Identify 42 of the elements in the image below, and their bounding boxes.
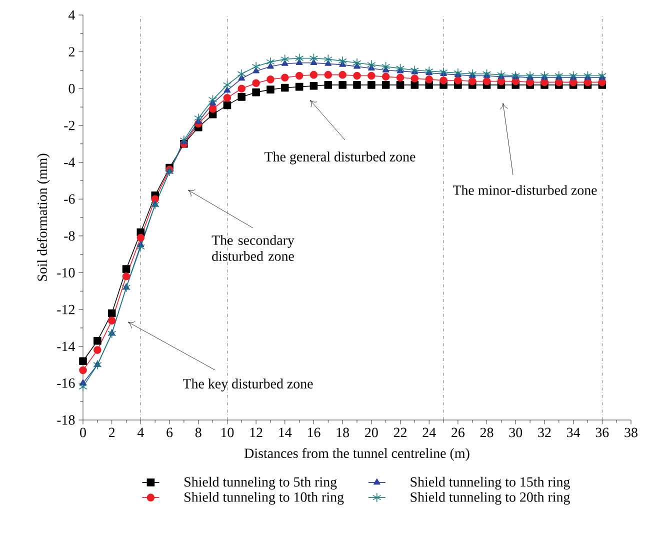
x-tick-label: 30 — [509, 428, 522, 438]
x-tick-label: 24 — [422, 428, 436, 438]
x-tick-label: 28 — [480, 428, 494, 438]
legend-label: Shield tunneling to 20th ring — [410, 492, 570, 505]
y-tick-label: -10 — [57, 268, 75, 278]
y-tick-label: -4 — [64, 158, 76, 167]
x-tick-label: 38 — [624, 428, 638, 438]
annotation: The key disturbed zone — [182, 378, 313, 392]
y-tick-label: -12 — [57, 304, 74, 314]
x-tick-label: 20 — [365, 428, 378, 438]
y-axis-title: Soil deformation (mm) — [37, 154, 50, 281]
y-tick-label: 2 — [68, 47, 74, 56]
x-tick-label: 34 — [567, 428, 580, 438]
legend-label: Shield tunneling to 5th ring — [184, 476, 337, 490]
x-tick-label: 22 — [394, 428, 406, 438]
x-tick-label: 32 — [538, 428, 551, 438]
annotation: The minor-disturbed zone — [452, 185, 597, 195]
y-tick-label: 4 — [68, 10, 76, 20]
y-tick-label: -18 — [57, 415, 75, 425]
x-tick-label: 4 — [137, 428, 144, 437]
y-tick-label: -14 — [57, 342, 76, 351]
x-tick-label: 6 — [166, 428, 173, 438]
annotation: The secondary disturbed zone — [212, 235, 294, 261]
x-tick-label: 26 — [452, 428, 465, 438]
y-tick-label: -8 — [64, 231, 75, 241]
x-tick-label: 10 — [221, 428, 234, 438]
x-tick-label: 8 — [195, 428, 202, 438]
x-tick-label: 0 — [80, 428, 86, 438]
legend-label: Shield tunneling to 15th ring — [410, 476, 570, 490]
y-tick-label: 0 — [68, 84, 75, 94]
x-tick-label: 12 — [250, 428, 262, 438]
x-tick-label: 18 — [336, 428, 350, 438]
x-tick-label: 2 — [108, 428, 115, 438]
x-tick-label: 14 — [279, 428, 292, 437]
annotation: The general disturbed zone — [264, 152, 416, 164]
y-tick-label: -2 — [64, 120, 74, 130]
x-tick-label: 36 — [596, 428, 609, 438]
legend-label: Shield tunneling to 10th ring — [184, 492, 344, 505]
y-tick-label: -6 — [64, 194, 75, 204]
x-tick-label: 16 — [308, 428, 320, 438]
x-axis-title: Distances from the tunnel centreline (m) — [244, 448, 470, 461]
y-tick-label: -16 — [57, 378, 75, 388]
